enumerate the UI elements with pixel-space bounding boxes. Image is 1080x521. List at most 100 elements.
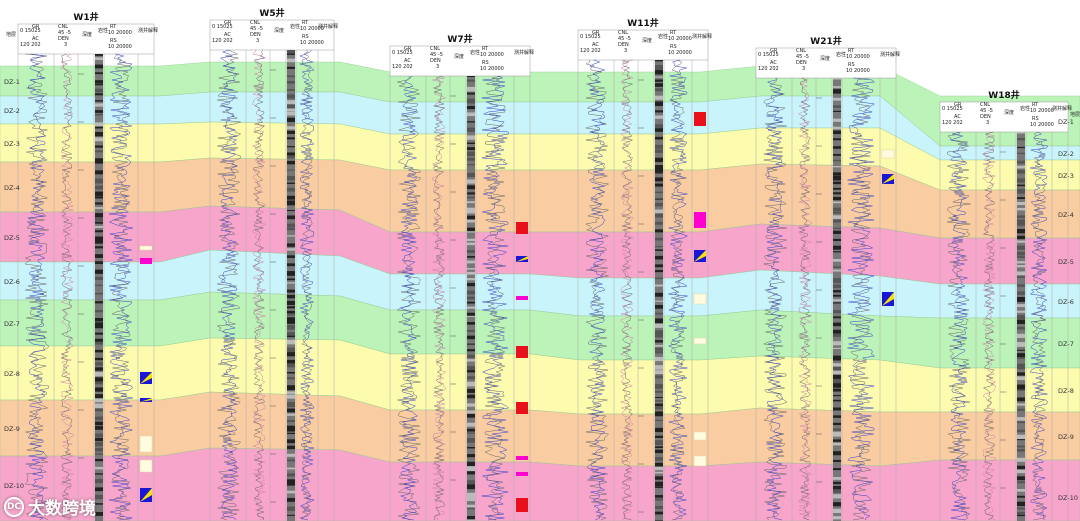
lith-label: 岩性 [290, 23, 300, 30]
lithology-bed [467, 492, 475, 497]
layer-label-left: DZ-8 [4, 370, 20, 378]
lithology-bed [1017, 349, 1025, 351]
lithology-bed [287, 282, 295, 284]
lithology-bed [1017, 284, 1025, 287]
lithology-bed [95, 246, 103, 249]
lithology-bed [655, 333, 663, 338]
cnl-range: 45 -5 [980, 108, 993, 114]
lithology-bed [287, 187, 295, 192]
lithology-bed [833, 266, 841, 268]
lithology-bed [95, 367, 103, 371]
cnl-label: CNL [618, 30, 628, 36]
rt-range: 10 20000 [300, 26, 324, 32]
layer-label-left: DZ-9 [4, 425, 20, 433]
rt-label: RT [302, 20, 309, 26]
lithology-bed [95, 362, 103, 366]
lithology-bed [1017, 235, 1025, 240]
rt-label: RT [670, 30, 677, 36]
rs-curve [850, 77, 873, 521]
lithology-bed [95, 254, 103, 258]
rt-curve [1029, 131, 1049, 521]
lithology-bed [467, 432, 475, 434]
cnl-curve [59, 53, 75, 521]
lithology-bed [655, 495, 663, 498]
lithology-bed [655, 169, 663, 173]
lithology-bed [655, 157, 663, 163]
lithology-bed [655, 446, 663, 449]
lithology-bed [95, 161, 103, 164]
lithology-bed [287, 155, 295, 159]
depth-label: 深度 [1004, 109, 1014, 116]
gr-label: GR [32, 24, 40, 30]
lithology-bed [833, 329, 841, 334]
lithology-bed [655, 356, 663, 362]
interp-dry [139, 245, 153, 251]
lithology-bed [287, 271, 295, 276]
lithology-bed [95, 185, 103, 190]
lithology-bed [833, 219, 841, 223]
lithology-bed [95, 349, 103, 353]
lithology-bed [95, 110, 103, 113]
rs-curve [484, 75, 506, 521]
layer-label-left: DZ-2 [4, 107, 20, 115]
lithology-bed [1017, 476, 1025, 481]
lithology-bed [287, 413, 295, 416]
lithology-bed [1017, 372, 1025, 376]
lithology-bed [655, 384, 663, 389]
layer-label-right: DZ-7 [1058, 340, 1074, 348]
gr-curve [24, 53, 50, 521]
lithology-bed [287, 58, 295, 63]
lithology-bed [1017, 367, 1025, 370]
lithology-bed [287, 432, 295, 435]
well-name: W18井 [988, 89, 1019, 101]
lithology-bed [833, 97, 841, 101]
lithology-bed [1017, 152, 1025, 155]
lithology-bed [95, 145, 103, 148]
rs-label: RS [670, 44, 677, 50]
lithology-bed [655, 237, 663, 241]
cnl-range: 45 -5 [58, 30, 71, 36]
lithology-bed [1017, 276, 1025, 278]
lithology-bed [467, 127, 475, 132]
rs-range: 10 20000 [300, 40, 324, 46]
lithology-bed [95, 217, 103, 222]
watermark-logo-icon: DC [4, 496, 24, 517]
lithology-bed [95, 225, 103, 228]
lithology-bed [833, 489, 841, 493]
well-name: W11井 [627, 17, 658, 29]
lithology-bed [1017, 495, 1025, 498]
ac-curve [27, 53, 46, 521]
lithology-bed [655, 110, 663, 113]
lithology-bed [95, 88, 103, 93]
lithology-bed [95, 503, 103, 505]
lithology-bed [287, 248, 295, 251]
layer-label-right: DZ-4 [1058, 211, 1074, 219]
lithology-bed [833, 439, 841, 442]
lithology-bed [467, 413, 475, 418]
lithology-bed [655, 202, 663, 207]
lithology-bed [95, 72, 103, 75]
lithology-bed [467, 480, 475, 485]
lithology-bed [1017, 160, 1025, 164]
lithology-column [1017, 132, 1025, 521]
lithology-bed [1017, 357, 1025, 360]
lithology-bed [467, 231, 475, 233]
lithology-bed [287, 53, 295, 55]
lithology-bed [287, 209, 295, 212]
lithology-bed [833, 407, 841, 411]
lithology-bed [467, 227, 475, 232]
lithology-bed [833, 215, 841, 219]
lithology-bed [95, 292, 103, 295]
ac-label: AC [404, 58, 411, 64]
gr-range: 0 15025 [20, 28, 41, 34]
lithology-bed [95, 230, 103, 233]
lithology-bed [655, 375, 663, 379]
lithology-bed [833, 269, 841, 272]
lithology-bed [95, 284, 103, 286]
lithology-bed [833, 347, 841, 350]
lithology-bed [95, 394, 103, 399]
gr-label: GR [224, 20, 232, 26]
interp-oil-water [882, 174, 894, 184]
depth-label: 深度 [454, 53, 464, 60]
